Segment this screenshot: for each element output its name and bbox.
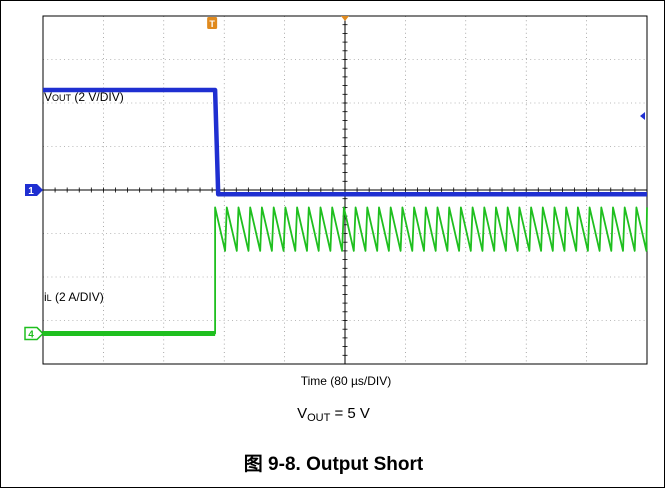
trigger-marker-glyph: T: [209, 19, 215, 29]
il-trace: [43, 206, 648, 335]
test-condition: VOUT = 5 V: [297, 405, 370, 424]
channel-4-marker-glyph: 4: [28, 330, 34, 341]
trigger-position-marker: [341, 16, 349, 21]
figure-caption: 图 9-8. Output Short: [243, 454, 424, 475]
markers: T 1 4: [24, 16, 645, 341]
plot-grid: [42, 15, 648, 365]
trigger-level-marker: [640, 112, 645, 121]
oscilloscope-plot: T 1 4 VOUT (2 V/DIV) iL (2 A/DIV) Time (80…: [24, 15, 648, 388]
vout-trace-label: VOUT (2 V/DIV): [44, 90, 124, 104]
traces: [43, 87, 648, 337]
il-trace-label: iL (2 A/DIV): [44, 290, 104, 304]
trigger-marker: [207, 17, 218, 29]
channel-4-marker: [24, 326, 45, 341]
x-axis-label: Time (80 µs/DIV): [301, 374, 391, 388]
channel-1-marker-glyph: 1: [28, 186, 34, 197]
vout-trace: [43, 87, 647, 197]
channel-1-marker: [25, 184, 43, 196]
